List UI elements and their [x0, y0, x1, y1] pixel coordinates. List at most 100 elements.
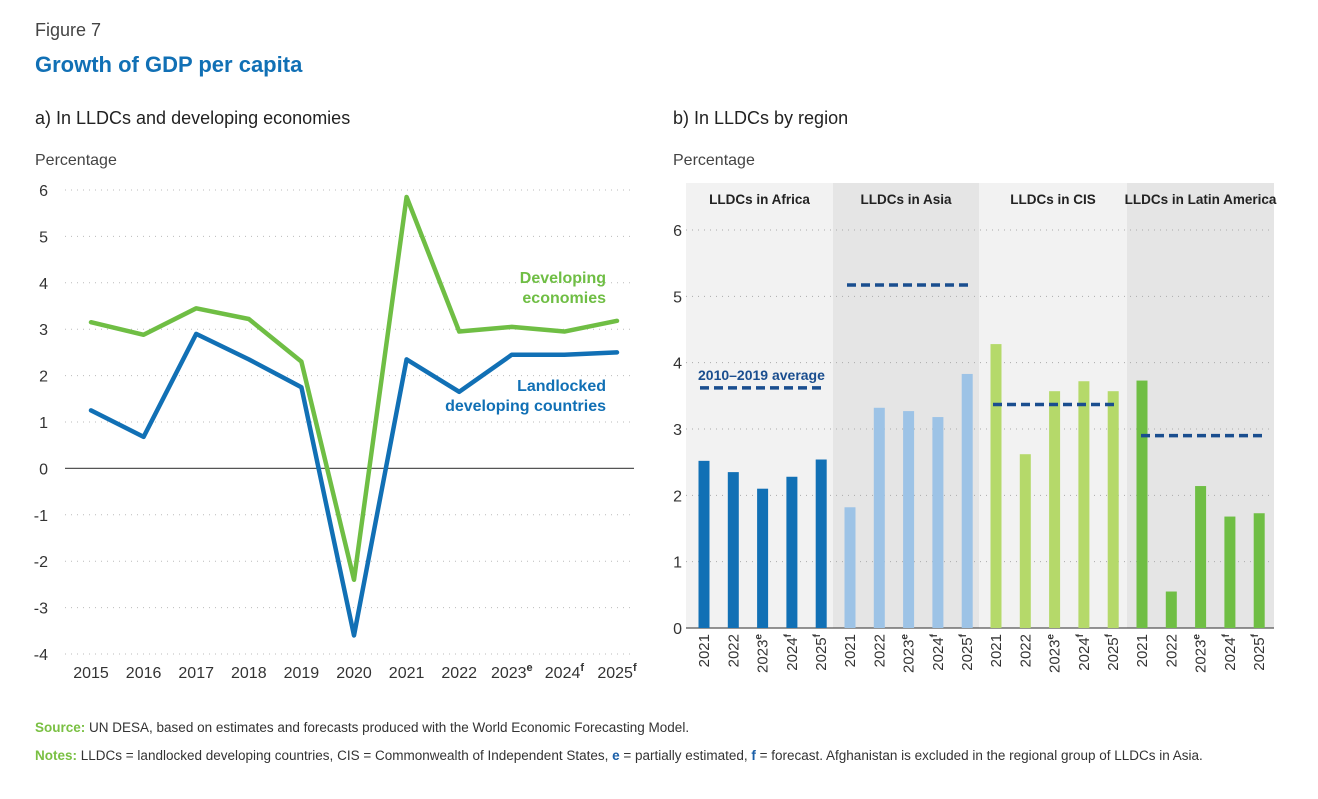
bar [1165, 591, 1177, 628]
bar [786, 476, 798, 628]
x-tick-label: 2025f [1250, 633, 1268, 670]
bar [873, 407, 885, 628]
y-tick-label: 2 [673, 488, 682, 505]
bar [903, 411, 915, 628]
x-tick-label: 2021 [988, 634, 1005, 667]
x-tick-superscript: f [1221, 633, 1232, 637]
x-tick-superscript: f [1250, 633, 1261, 637]
x-tick-label: 2020 [336, 665, 372, 682]
x-tick-label: 2025f [1104, 633, 1122, 670]
bar [961, 373, 973, 628]
notes-label: Notes: [35, 748, 78, 763]
x-tick-label: 2023e [1192, 634, 1210, 673]
figure-label: Figure 7 [35, 20, 102, 40]
y-tick-label: -1 [34, 508, 48, 525]
x-tick-superscript: f [1075, 633, 1086, 637]
source-text: UN DESA, based on estimates and forecast… [89, 720, 690, 735]
figure-title: Growth of GDP per capita [35, 52, 303, 77]
x-tick-label: 2018 [231, 665, 267, 682]
y-tick-label: 3 [673, 422, 682, 439]
x-tick-label: 2021 [1134, 634, 1151, 667]
y-tick-label: 0 [39, 461, 48, 478]
panel-b-subtitle: b) In LLDCs by region [673, 108, 849, 128]
x-tick-label: 2023e [754, 634, 772, 673]
y-tick-label: 0 [673, 621, 682, 638]
bar [990, 344, 1002, 628]
bar [698, 460, 710, 628]
bar [815, 459, 827, 628]
bar [727, 472, 739, 628]
x-tick-superscript: f [812, 633, 823, 637]
x-tick-superscript: e [1192, 634, 1203, 640]
x-tick-label: 2025f [597, 662, 637, 682]
notes-f-marker: f [751, 748, 756, 763]
x-tick-superscript: e [527, 662, 533, 674]
panel-a-line-chart: 6 5 4 3 2 1 0 -1 -2 -3 -4 2015 2016 2017 2018 2019 2020 2… [34, 183, 637, 682]
source-label: Source: [35, 720, 86, 735]
bar [932, 417, 944, 628]
bar [1078, 381, 1090, 628]
x-tick-superscript: f [783, 633, 794, 637]
average-label: 2010–2019 average [698, 367, 825, 383]
bar [1049, 391, 1061, 628]
notes-e-marker: e [612, 748, 620, 763]
bar [1195, 486, 1207, 628]
x-tick-label: 2023e [491, 662, 533, 682]
x-tick-superscript: f [1104, 633, 1115, 637]
region-label: LLDCs in Africa [709, 192, 810, 207]
panel-a-subtitle: a) In LLDCs and developing economies [35, 108, 351, 128]
source-line: Source: UN DESA, based on estimates and … [35, 720, 689, 735]
y-tick-label: -4 [34, 647, 48, 664]
bar [757, 488, 769, 628]
x-tick-superscript: e [754, 634, 765, 640]
bar [1107, 391, 1119, 628]
y-tick-label: -2 [34, 554, 48, 571]
notes-text-3: = forecast. Afghanistan is excluded in t… [759, 748, 1203, 763]
region-label: LLDCs in CIS [1010, 192, 1096, 207]
x-tick-superscript: f [958, 633, 969, 637]
x-tick-label: 2021 [696, 634, 713, 667]
x-tick-label: 2019 [284, 665, 320, 682]
series-label: Landlocked [517, 378, 606, 395]
x-tick-label: 2023e [900, 634, 918, 673]
x-tick-label: 2022 [725, 634, 742, 667]
y-tick-label: 1 [673, 555, 682, 572]
panel-a-ylabel: Percentage [35, 152, 117, 169]
x-tick-label: 2022 [871, 634, 888, 667]
y-tick-label: 1 [39, 415, 48, 432]
notes-line: Notes: LLDCs = landlocked developing cou… [35, 748, 1203, 763]
x-tick-label: 2021 [842, 634, 859, 667]
bar [1019, 454, 1031, 628]
x-tick-superscript: e [900, 634, 911, 640]
y-tick-label: 6 [673, 223, 682, 240]
series-label: Developing [520, 270, 606, 287]
region-label: LLDCs in Asia [860, 192, 952, 207]
series-line [88, 331, 620, 638]
x-tick-label: 2022 [1017, 634, 1034, 667]
series-label: economies [522, 290, 606, 307]
x-tick-superscript: f [580, 662, 584, 674]
y-tick-label: -3 [34, 601, 48, 618]
x-tick-label: 2025f [958, 633, 976, 670]
y-tick-label: 4 [673, 356, 682, 373]
x-tick-superscript: f [929, 633, 940, 637]
y-tick-label: 2 [39, 369, 48, 386]
y-tick-label: 5 [673, 289, 682, 306]
x-tick-label: 2023e [1046, 634, 1064, 673]
x-tick-superscript: e [1046, 634, 1057, 640]
notes-text-2: = partially estimated, [623, 748, 748, 763]
series-line [88, 194, 620, 583]
x-tick-label: 2022 [441, 665, 477, 682]
bar [1253, 513, 1265, 628]
x-tick-label: 2024f [783, 633, 801, 670]
y-tick-label: 5 [39, 229, 48, 246]
notes-text-1: LLDCs = landlocked developing countries,… [80, 748, 609, 763]
x-tick-label: 2022 [1163, 634, 1180, 667]
panel-b-bar-chart: 6 5 4 3 2 1 0 LLDCs in Africa 2021 2022 2023e 2024f… [673, 183, 1277, 673]
x-tick-superscript: f [633, 662, 637, 674]
series-label: developing countries [445, 398, 606, 415]
bar [1136, 380, 1148, 628]
x-tick-label: 2025f [812, 633, 830, 670]
y-tick-label: 3 [39, 322, 48, 339]
